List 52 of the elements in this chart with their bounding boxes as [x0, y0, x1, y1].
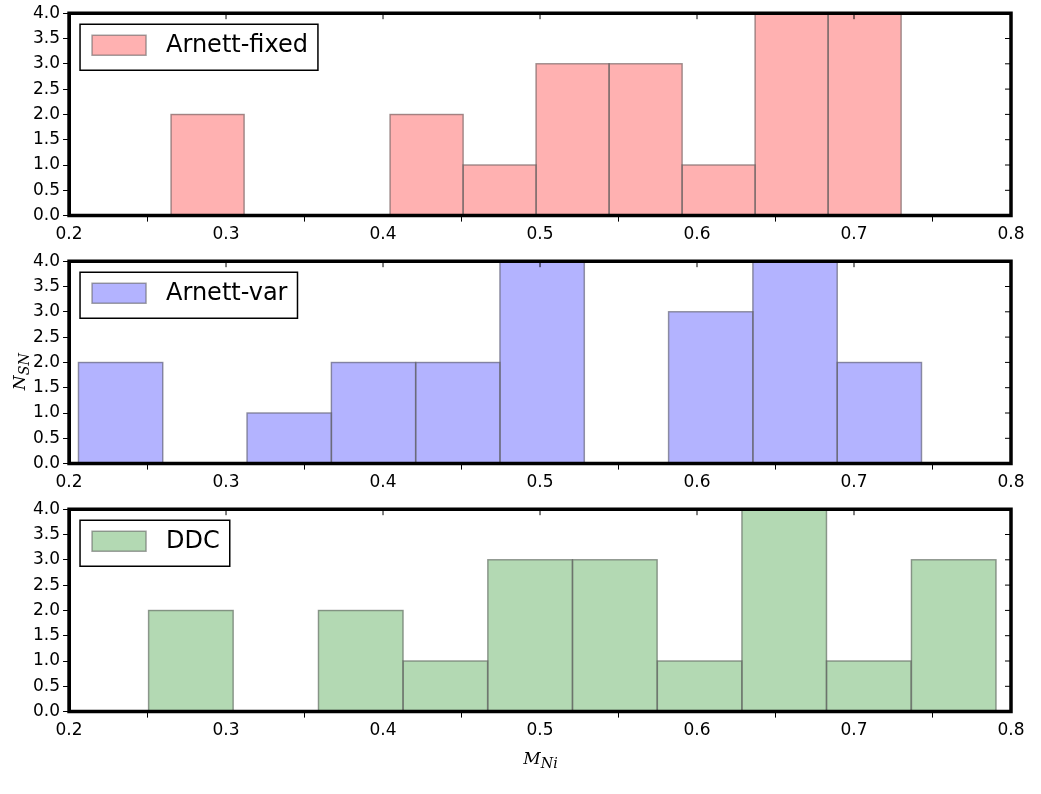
- x-tick-label: 0.3: [212, 719, 240, 740]
- y-tick-label: 1.5: [32, 376, 61, 397]
- x-tick-label: 0.4: [369, 719, 397, 740]
- y-tick-label: 0.5: [32, 426, 61, 447]
- x-tick-label: 0.6: [683, 471, 711, 492]
- x-tick-label: 0.5: [526, 719, 554, 740]
- y-tick-label: 0.5: [32, 178, 61, 199]
- y-tick-label: 3.5: [32, 522, 61, 543]
- y-tick-label: 4.0: [32, 497, 61, 518]
- y-tick-label: 1.0: [32, 649, 61, 670]
- x-tick-label: 0.8: [997, 223, 1025, 244]
- y-tick-label: 0.5: [32, 674, 61, 695]
- y-tick-label: 2.5: [32, 77, 61, 98]
- x-tick-label: 0.3: [212, 471, 240, 492]
- x-tick-label: 0.2: [55, 223, 83, 244]
- x-tick-label: 0.8: [997, 719, 1025, 740]
- y-tick-label: 1.5: [32, 624, 61, 645]
- x-tick-label: 0.7: [840, 223, 868, 244]
- y-tick-label: 2.5: [32, 325, 61, 346]
- y-tick-label: 3.5: [32, 26, 61, 47]
- x-tick-label: 0.5: [526, 471, 554, 492]
- x-tick-label: 0.3: [212, 223, 240, 244]
- x-tick-label: 0.2: [55, 719, 83, 740]
- y-tick-label: 4.0: [32, 1, 61, 22]
- y-tick-label: 1.5: [32, 128, 61, 149]
- y-tick-label: 3.0: [32, 52, 61, 73]
- x-tick-label: 0.7: [840, 471, 868, 492]
- y-tick-label: 2.0: [32, 350, 61, 371]
- y-tick-label: 0.0: [32, 452, 61, 473]
- y-tick-label: 1.0: [32, 153, 61, 174]
- x-tick-label: 0.5: [526, 223, 554, 244]
- legend-label: Arnett-fixed: [166, 30, 308, 59]
- y-tick-label: 2.0: [32, 102, 61, 123]
- y-tick-label: 4.0: [32, 249, 61, 270]
- x-tick-label: 0.8: [997, 471, 1025, 492]
- x-axis-title: M$_{Ni}$: [522, 748, 559, 772]
- y-tick-label: 2.0: [32, 598, 61, 619]
- legend-label: Arnett-var: [166, 278, 288, 307]
- x-tick-label: 0.2: [55, 471, 83, 492]
- x-tick-label: 0.7: [840, 719, 868, 740]
- x-tick-label: 0.4: [369, 223, 397, 244]
- legend-label: DDC: [166, 526, 220, 555]
- x-tick-label: 0.6: [683, 719, 711, 740]
- y-tick-label: 3.5: [32, 274, 61, 295]
- y-tick-label: 0.0: [32, 700, 61, 721]
- y-tick-label: 3.0: [32, 548, 61, 569]
- x-tick-label: 0.6: [683, 223, 711, 244]
- y-tick-label: 1.0: [32, 401, 61, 422]
- x-tick-label: 0.4: [369, 471, 397, 492]
- y-tick-label: 2.5: [32, 573, 61, 594]
- y-tick-label: 3.0: [32, 300, 61, 321]
- y-tick-label: 0.0: [32, 204, 61, 225]
